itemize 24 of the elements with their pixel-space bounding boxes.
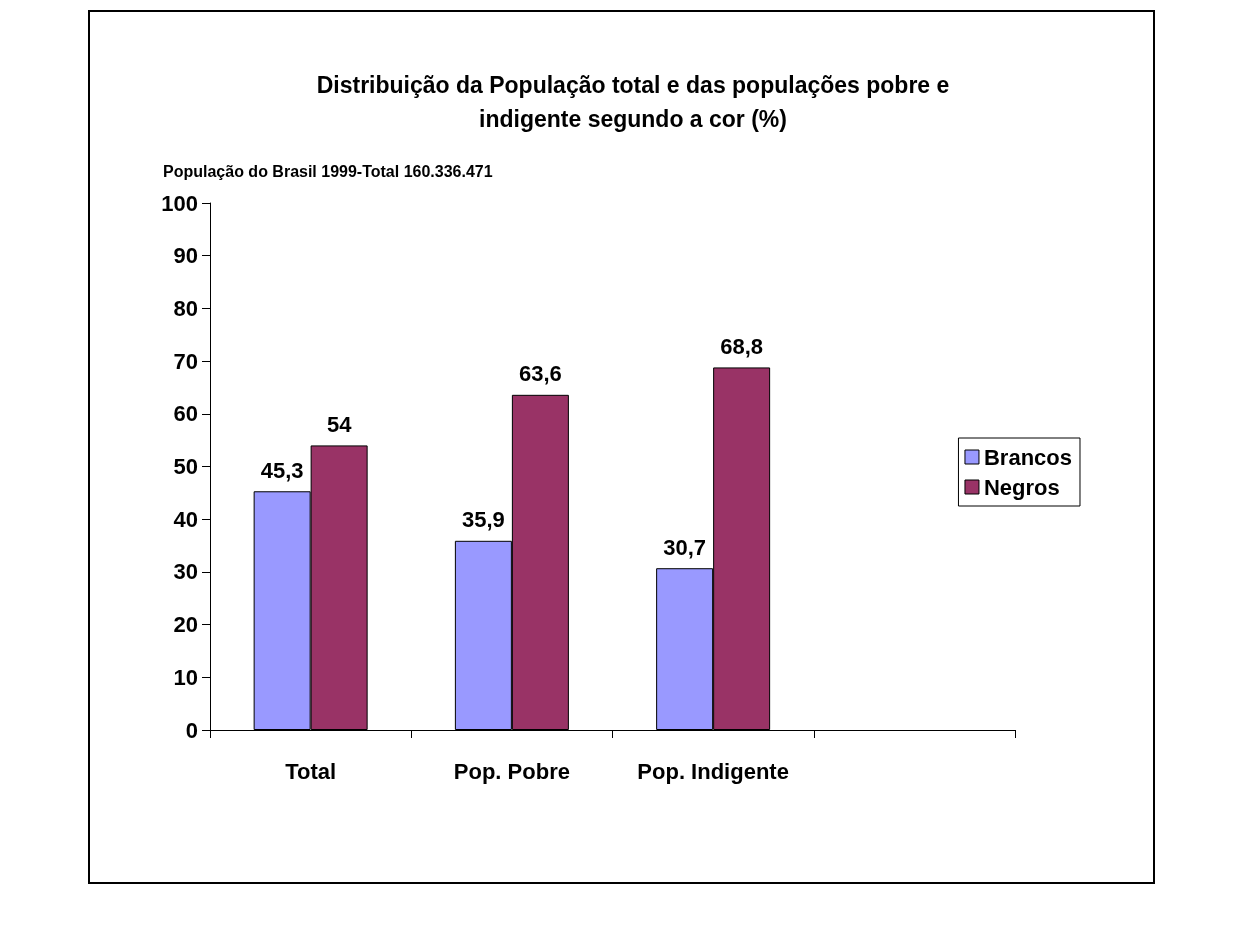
data-label: 68,8 — [720, 333, 764, 359]
y-tick-label: 20 — [173, 612, 198, 638]
legend-label: Brancos — [983, 444, 1073, 470]
y-tick-label: 30 — [173, 559, 198, 585]
data-label: 63,6 — [518, 361, 562, 387]
x-tick-label: Pop. Indigente — [637, 758, 789, 784]
legend-label: Negros — [983, 474, 1060, 500]
y-tick-label: 10 — [173, 664, 198, 690]
x-tick-label: Total — [285, 758, 337, 784]
y-tick-label: 90 — [173, 243, 198, 269]
y-tick-label: 70 — [173, 348, 198, 374]
y-tick-label: 80 — [173, 295, 198, 321]
chart-subtitle: População do Brasil 1999-Total 160.336.471 — [163, 162, 493, 180]
data-label: 54 — [326, 411, 353, 437]
data-label: 35,9 — [461, 507, 505, 533]
y-tick-label: 0 — [185, 717, 198, 743]
chart-title: Distribuição da População total e das populações pobre e indigente segundo a cor (%) — [316, 72, 950, 132]
y-tick-label: 100 — [161, 190, 198, 216]
y-tick-label: 40 — [173, 506, 198, 532]
y-tick-label: 60 — [173, 401, 198, 427]
data-label: 30,7 — [663, 534, 707, 560]
x-tick-label: Pop. Pobre — [453, 758, 570, 784]
y-tick-label: 50 — [173, 454, 198, 479]
data-label: 45,3 — [260, 457, 304, 483]
